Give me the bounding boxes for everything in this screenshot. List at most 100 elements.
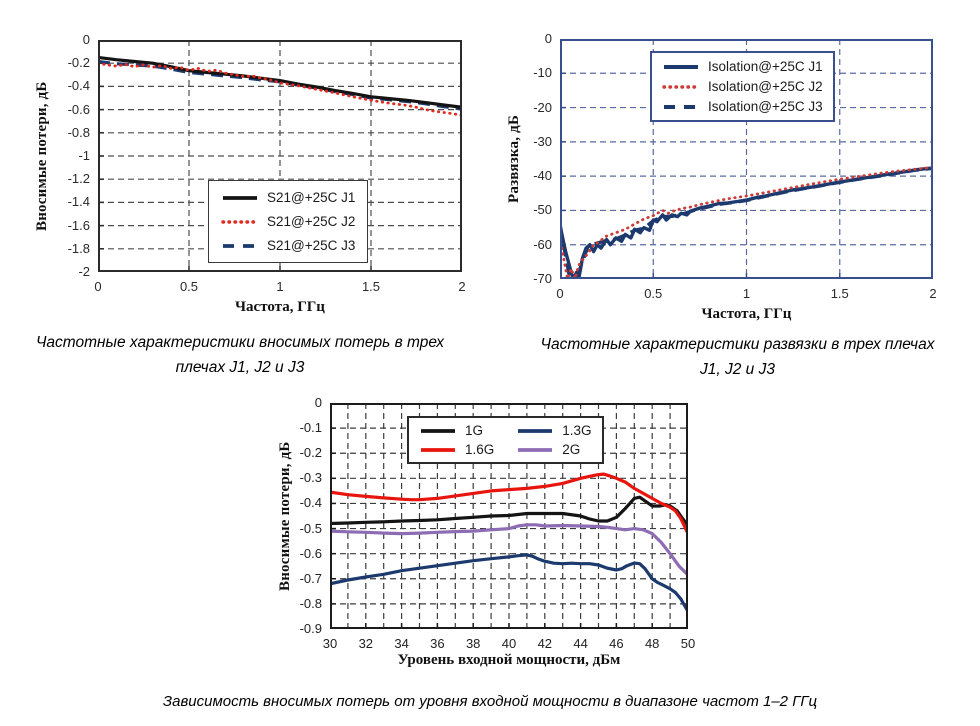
x-tick-label: 36 — [430, 636, 445, 651]
y-tick-label: -1.8 — [67, 240, 90, 256]
x-tick-label: 0 — [556, 286, 564, 301]
y-tick-label: -0.2 — [67, 55, 90, 71]
x-tick-label: 44 — [573, 636, 588, 651]
y-tick-label: -0.3 — [299, 470, 322, 486]
series-line — [560, 166, 933, 279]
series-line — [330, 472, 688, 535]
plot-canvas — [560, 39, 933, 279]
legend-line-sample-dashed — [223, 243, 257, 248]
x-tick-label: 1 — [742, 286, 751, 301]
caption-power-sweep: Зависимость вносимых потерь от уровня вх… — [0, 689, 980, 714]
x-tick-label: 0 — [94, 279, 102, 294]
x-axis-title: Уровень входной мощности, дБм — [397, 652, 621, 668]
x-tick-label: 2 — [929, 286, 937, 301]
series-line — [330, 495, 688, 527]
legend-item: S21@+25C J1 — [221, 190, 355, 205]
caption-line: Частотные характеристики развязки в трех… — [540, 336, 935, 353]
legend-item: Isolation@+25C J1 — [662, 59, 823, 74]
x-tick-label: 2 — [458, 279, 466, 294]
y-tick-label: -1 — [78, 148, 90, 163]
y-tick-label: -1.2 — [67, 171, 90, 187]
plot-canvas — [330, 403, 688, 629]
caption-insertion-loss: Частотные характеристики вносимых потерь… — [20, 330, 460, 380]
series-line — [98, 55, 462, 109]
y-tick-label: -0.7 — [299, 570, 322, 586]
caption-line: J1, J2 и J3 — [700, 361, 775, 378]
x-tick-label: 42 — [537, 636, 553, 651]
y-tick-label: -60 — [533, 236, 552, 252]
legend-item: 1.6G — [419, 442, 494, 457]
legend-label: 1.6G — [465, 442, 495, 457]
legend-item: Isolation@+25C J3 — [662, 99, 823, 114]
x-tick-label: 32 — [358, 636, 374, 651]
x-tick-label: 40 — [501, 636, 517, 651]
legend-line-sample-solid — [518, 428, 553, 433]
y-tick-label: -10 — [533, 65, 552, 81]
y-tick-label: -0.4 — [299, 495, 322, 511]
legend-item: 2G — [516, 442, 591, 457]
x-tick-label: 50 — [680, 636, 696, 651]
legend-item: 1.3G — [516, 423, 592, 438]
legend-label: 2G — [562, 442, 581, 457]
x-tick-label: 34 — [394, 636, 409, 651]
y-tick-label: -50 — [533, 202, 552, 218]
legend-line-sample-solid — [223, 195, 257, 200]
x-axis-title: Частота, ГГц — [701, 306, 792, 322]
y-tick-label: -0.8 — [299, 595, 322, 611]
y-tick-label: -0.4 — [67, 78, 90, 94]
legend-label: 1G — [465, 423, 484, 438]
y-tick-label: -0.9 — [299, 621, 322, 636]
legend-label: S21@+25C J3 — [267, 238, 356, 253]
plot-area — [330, 403, 688, 629]
legend-line-sample-dotted — [221, 219, 259, 224]
x-tick-label: 1.5 — [830, 286, 849, 301]
caption-line: плечах J1, J2 и J3 — [175, 359, 305, 376]
y-tick-label: 0 — [82, 32, 90, 47]
legend-item: S21@+25C J2 — [221, 214, 355, 229]
series-line — [560, 165, 933, 279]
y-tick-label: -2 — [78, 264, 90, 279]
legend-item: 1G — [419, 423, 494, 438]
series-line — [330, 523, 688, 577]
legend-line-sample-solid — [421, 447, 455, 452]
legend: Isolation@+25C J1 Isolation@+25C J2 Isolat… — [650, 51, 835, 122]
x-tick-label: 1 — [276, 279, 284, 294]
legend-label: Isolation@+25C J1 — [708, 59, 823, 74]
x-tick-label: 48 — [644, 636, 660, 651]
legend-label: 1.3G — [562, 423, 592, 438]
legend: 1G 1.3G 1.6G 2G — [407, 416, 604, 464]
y-tick-label: -70 — [533, 271, 552, 286]
y-tick-label: 0 — [544, 31, 552, 46]
x-tick-label: 1.5 — [361, 279, 381, 294]
y-tick-label: -0.2 — [299, 445, 322, 461]
legend: S21@+25C J1 S21@+25C J2 S21@+25C J3 — [208, 180, 369, 263]
y-tick-label: -0.6 — [299, 545, 322, 561]
caption-isolation: Частотные характеристики развязки в трех… — [505, 332, 970, 382]
legend-label: Isolation@+25C J2 — [708, 79, 823, 94]
series-line — [98, 61, 462, 117]
x-tick-label: 30 — [322, 636, 338, 651]
legend-item: Isolation@+25C J2 — [662, 79, 823, 94]
y-tick-label: -40 — [533, 168, 552, 184]
caption-line: Зависимость вносимых потерь от уровня вх… — [162, 693, 818, 710]
y-tick-label: -1.4 — [67, 194, 90, 210]
legend-line-sample-solid — [664, 64, 698, 69]
y-tick-label: 0 — [314, 395, 322, 410]
y-tick-label: -1.6 — [67, 217, 90, 233]
x-tick-label: 38 — [465, 636, 481, 651]
legend-line-sample-dashed — [664, 104, 698, 109]
x-axis-title: Частота, ГГц — [235, 299, 325, 315]
legend-line-sample-dotted — [662, 84, 700, 89]
legend-line-sample-solid — [518, 447, 553, 452]
x-tick-label: 46 — [609, 636, 624, 651]
legend-label: S21@+25C J1 — [267, 190, 356, 205]
legend-label: Isolation@+25C J3 — [708, 99, 823, 114]
y-tick-label: -20 — [533, 99, 552, 115]
caption-line: Частотные характеристики вносимых потерь… — [35, 334, 445, 351]
y-tick-label: -0.6 — [67, 101, 90, 117]
x-tick-label: 0.5 — [179, 279, 199, 294]
x-tick-label: 0.5 — [644, 286, 663, 301]
y-tick-label: -0.5 — [299, 520, 322, 536]
legend-item: S21@+25C J3 — [221, 238, 355, 253]
